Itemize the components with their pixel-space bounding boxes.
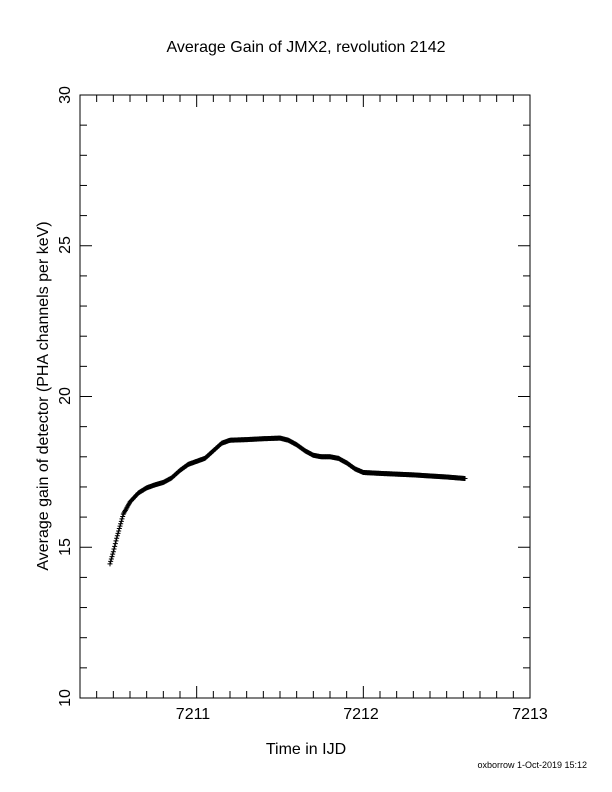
data-series	[107, 435, 468, 567]
data-point	[462, 476, 468, 482]
data-point	[115, 530, 121, 536]
y-tick-label-20: 20	[57, 387, 74, 405]
x-axis-label: Time in IJD	[266, 741, 346, 758]
data-point	[107, 561, 113, 567]
data-point	[108, 556, 114, 562]
data-point	[108, 558, 114, 564]
y-tick-label-25: 25	[57, 236, 74, 254]
data-point	[117, 523, 123, 529]
data-point	[111, 546, 117, 552]
data-point	[112, 543, 118, 549]
x-tick-label-7212: 7212	[343, 706, 379, 723]
y-tick-label-10: 10	[57, 689, 74, 707]
y-tick-label-30: 30	[57, 86, 74, 104]
data-point	[114, 535, 120, 541]
data-point	[114, 533, 120, 539]
data-point	[120, 513, 126, 519]
x-tick-label-7213: 7213	[512, 706, 548, 723]
data-point	[118, 518, 124, 524]
data-point	[109, 554, 115, 560]
data-point	[119, 516, 125, 522]
data-point	[116, 526, 122, 532]
data-point	[116, 528, 122, 534]
y-tick-label-15: 15	[57, 538, 74, 556]
y-axis-label: Average gain of detector (PHA channels p…	[35, 221, 52, 570]
data-point	[118, 521, 124, 527]
data-point	[113, 538, 119, 544]
footer-stamp: oxborrow 1-Oct-2019 15:12	[477, 760, 587, 770]
x-tick-label-7211: 7211	[176, 706, 211, 723]
data-point	[112, 541, 118, 547]
plot-frame	[79, 94, 531, 699]
data-point	[110, 549, 116, 555]
chart-title: Average Gain of JMX2, revolution 2142	[167, 39, 446, 56]
axis-ticks	[80, 94, 531, 699]
data-point	[110, 551, 116, 557]
